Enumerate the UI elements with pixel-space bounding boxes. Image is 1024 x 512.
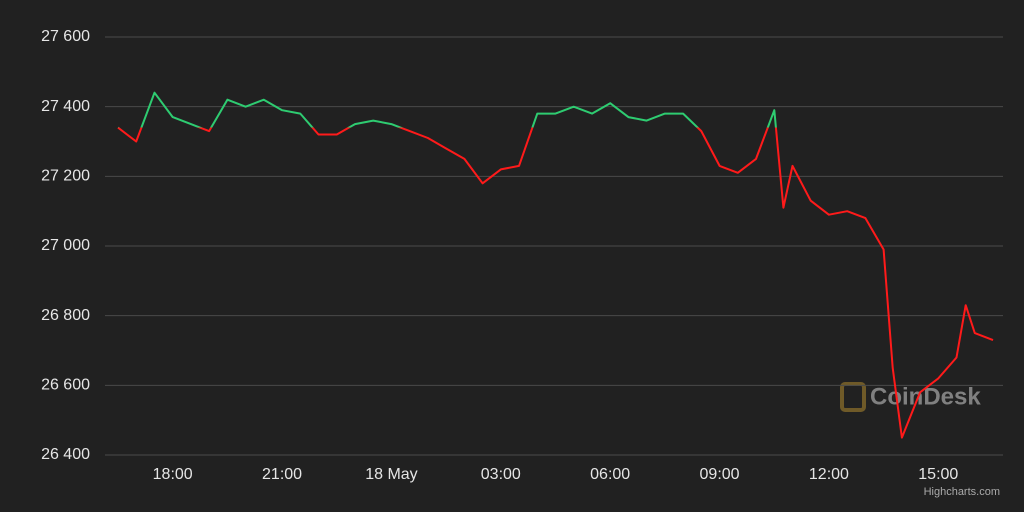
x-tick-label: 06:00	[590, 466, 630, 483]
y-tick-label: 26 800	[41, 307, 90, 324]
credits: Highcharts.com	[924, 486, 1000, 498]
x-tick-label: 09:00	[700, 466, 740, 483]
x-tick-label: 15:00	[918, 466, 958, 483]
x-tick-label: 18 May	[365, 466, 417, 483]
x-tick-label: 03:00	[481, 466, 521, 483]
watermark-logo	[840, 382, 866, 412]
price-line	[117, 91, 994, 439]
y-tick-label: 27 200	[41, 168, 90, 185]
y-tick-label: 27 400	[41, 98, 90, 115]
watermark: CoinDesk	[840, 382, 981, 412]
x-tick-label: 21:00	[262, 466, 302, 483]
y-tick-label: 26 400	[41, 446, 90, 463]
y-tick-label: 26 600	[41, 377, 90, 394]
x-tick-label: 18:00	[153, 466, 193, 483]
x-tick-label: 12:00	[809, 466, 849, 483]
y-tick-label: 27 600	[41, 28, 90, 45]
y-tick-label: 27 000	[41, 237, 90, 254]
